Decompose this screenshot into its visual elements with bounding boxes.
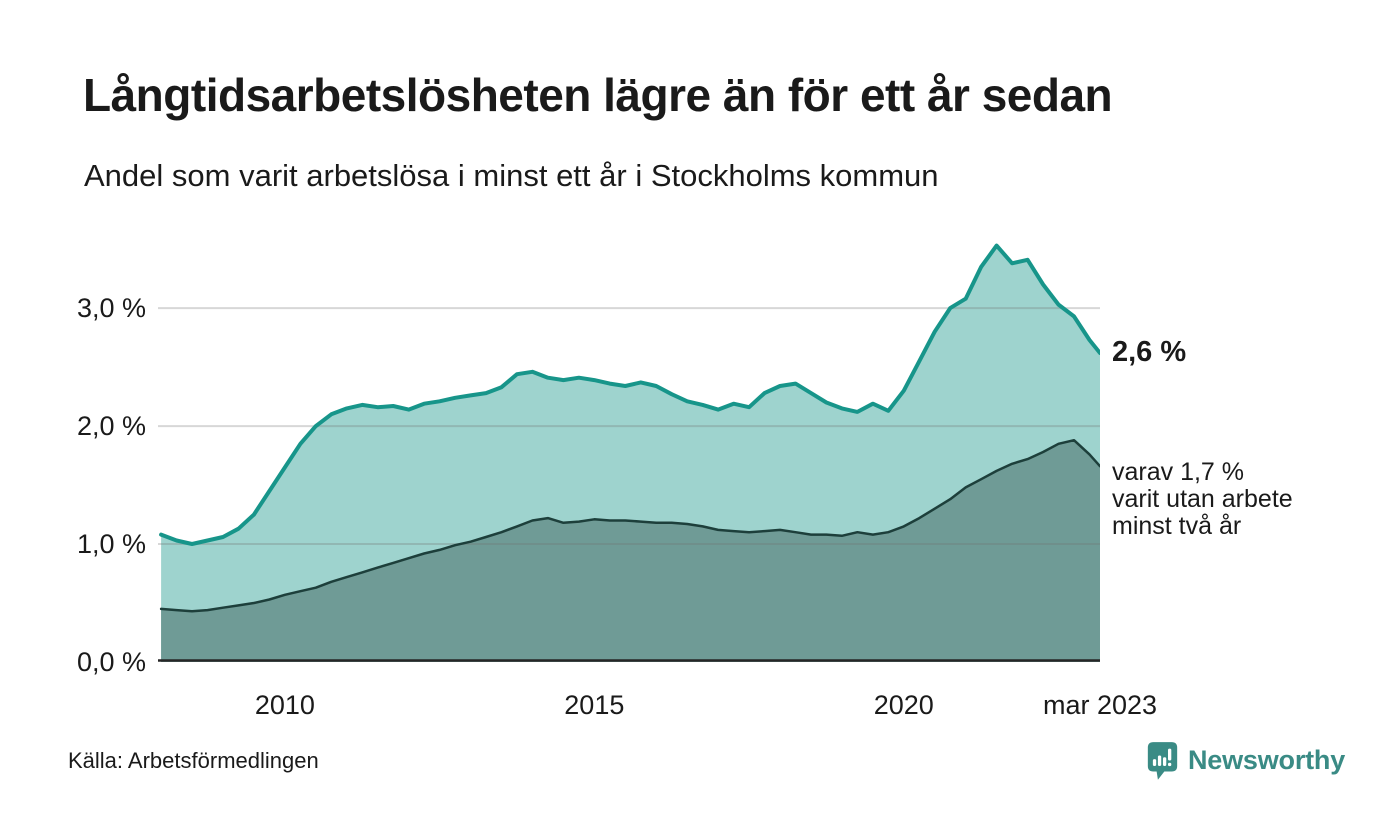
newsworthy-logo: Newsworthy [1146, 740, 1345, 781]
two-year-value-label-line: varit utan arbete [1112, 485, 1293, 514]
y-axis-tick-label: 0,0 % [76, 647, 146, 677]
area-fill-series-2 [161, 440, 1100, 662]
latest-value-label: 2,6 % [1112, 335, 1187, 368]
x-axis-tick-label: 2010 [254, 690, 315, 720]
chart-title: Långtidsarbetslösheten lägre än för ett … [83, 69, 1113, 121]
two-year-value-label: varav 1,7 % varit utan arbete minst två år [1112, 459, 1293, 540]
x-axis-tick-label: 2020 [873, 690, 934, 720]
area-chart-plot [158, 243, 1100, 662]
bar-chart-speech-bubble-icon [1146, 740, 1179, 781]
x-axis-tick-label: mar 2023 [1042, 690, 1158, 720]
two-year-value-label-line: varav 1,7 % [1112, 458, 1245, 487]
two-year-value-label-line: minst två år [1112, 512, 1242, 541]
y-axis-tick-label: 2,0 % [76, 411, 146, 442]
newsworthy-logo-text: Newsworthy [1188, 745, 1346, 775]
line-series-2 [159, 438, 1100, 613]
y-axis-tick-label: 3,0 % [76, 293, 146, 324]
y-axis-tick-label: 1,0 % [76, 529, 146, 560]
source-note: Källa: Arbetsförmedlingen [68, 748, 319, 773]
x-axis-tick-label: 2015 [564, 690, 625, 720]
line-series-1 [159, 243, 1100, 546]
chart-subtitle: Andel som varit arbetslösa i minst ett å… [84, 158, 939, 193]
